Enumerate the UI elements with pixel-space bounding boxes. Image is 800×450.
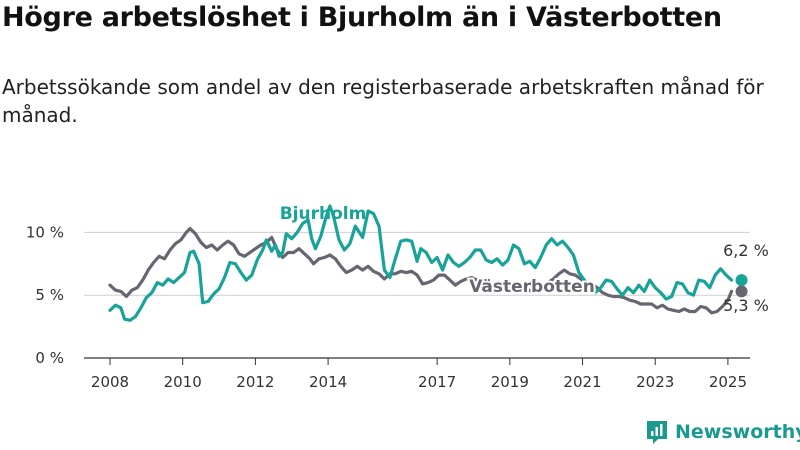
x-tick-label: 2019	[491, 373, 529, 391]
series-label-bjurholm: Bjurholm	[280, 204, 367, 224]
chart-title: Högre arbetslöshet i Bjurholm än i Väste…	[2, 2, 722, 33]
x-tick-label: 2021	[563, 373, 601, 391]
x-tick-label: 2014	[309, 373, 347, 391]
series-labels: Bjurholm Västerbotten 6,2 % 5,3 %	[280, 204, 769, 315]
brand-name: Newsworthy	[675, 421, 800, 443]
end-value-vasterbotten: 5,3 %	[723, 296, 769, 315]
series-label-vasterbotten: Västerbotten	[469, 277, 595, 297]
series-line-bjurholm	[108, 204, 734, 322]
x-tick-label: 2012	[236, 373, 274, 391]
x-tick-label: 2008	[91, 373, 129, 391]
y-tick-label: 0 %	[35, 349, 64, 367]
y-tick-label: 5 %	[35, 286, 64, 304]
axis: 0 % 5 % 10 % 2008 2010 2012 2014 2017 2019 2021 20…	[26, 223, 747, 391]
x-tick-label: 2017	[418, 373, 456, 391]
series-lines	[108, 204, 748, 322]
x-tick-label: 2023	[636, 373, 674, 391]
chart-subtitle: Arbetssökande som andel av den registerb…	[2, 75, 764, 127]
series-end-marker	[735, 274, 748, 287]
series-line-vsterbotten	[108, 227, 734, 315]
grid-lines	[84, 231, 750, 359]
y-tick-label: 10 %	[26, 223, 64, 241]
series-end-marker	[735, 285, 748, 298]
x-tick-label: 2025	[709, 373, 747, 391]
x-tick-label: 2010	[164, 373, 202, 391]
newsworthy-logo-icon	[647, 421, 667, 444]
brand-logo[interactable]: Newsworthy	[645, 419, 800, 445]
end-value-bjurholm: 6,2 %	[723, 241, 769, 260]
